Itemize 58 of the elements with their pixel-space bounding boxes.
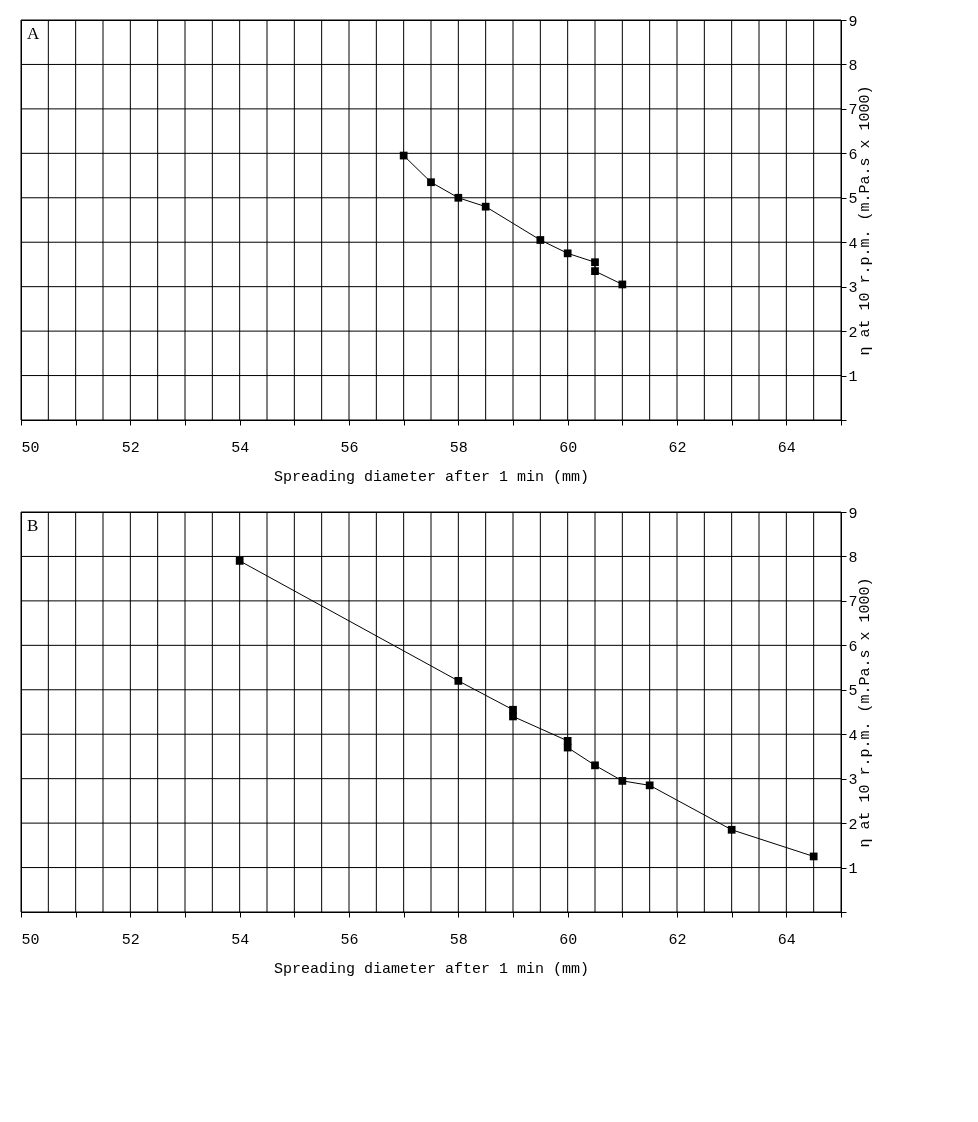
y-tick-label: 5 <box>848 191 858 209</box>
point <box>481 202 490 211</box>
y-tick-label: 7 <box>848 594 858 612</box>
x-tick-label: 58 <box>449 931 468 949</box>
x-tick-label: 56 <box>340 931 359 949</box>
x-tick-label: 60 <box>559 439 578 457</box>
point <box>509 712 517 721</box>
x-tick-label: 62 <box>668 931 687 949</box>
point <box>454 193 463 202</box>
y-tick-label: 8 <box>848 549 858 567</box>
point <box>591 761 599 770</box>
y-tick-label: 9 <box>848 13 858 31</box>
point <box>618 280 627 289</box>
point <box>727 825 736 834</box>
y-tick-label: 3 <box>848 772 858 790</box>
x-axis-title: Spreading diameter after 1 min (mm) <box>273 468 590 486</box>
y-axis-title: η at 10 r.p.m. (m.Pa.s x 1000) <box>856 577 874 848</box>
y-tick-label: 1 <box>848 861 858 879</box>
y-tick-label: 1 <box>848 369 858 387</box>
point <box>563 743 572 752</box>
point <box>618 777 627 785</box>
point <box>427 178 435 187</box>
y-tick-label: 4 <box>848 235 858 253</box>
annotation: A <box>27 24 40 43</box>
point <box>591 267 599 275</box>
x-tick-label: 54 <box>231 931 250 949</box>
y-tick-label: 3 <box>848 280 858 298</box>
x-tick-label: 58 <box>449 439 468 457</box>
x-tick-label: 54 <box>231 439 250 457</box>
point <box>809 852 818 861</box>
x-tick-label: 56 <box>340 439 359 457</box>
y-tick-label: 6 <box>848 638 858 656</box>
x-tick-label: 64 <box>777 439 796 457</box>
point <box>235 557 244 565</box>
x-tick-label: 64 <box>777 931 796 949</box>
x-tick-label: 52 <box>121 931 140 949</box>
point <box>399 151 408 160</box>
point <box>645 781 654 790</box>
y-tick-label: 2 <box>848 324 858 342</box>
y-tick-label: 5 <box>848 683 858 701</box>
point <box>591 258 599 267</box>
x-tick-label: 60 <box>559 931 578 949</box>
x-tick-label: 52 <box>121 439 140 457</box>
point <box>536 236 545 244</box>
x-tick-label: 62 <box>668 439 687 457</box>
x-axis-title: Spreading diameter after 1 min (mm) <box>273 960 590 978</box>
y-axis-title: η at 10 r.p.m. (m.Pa.s x 1000) <box>856 85 874 356</box>
point <box>454 677 463 685</box>
y-tick-label: 4 <box>848 727 858 745</box>
x-tick-label: 50 <box>21 439 40 457</box>
x-tick-label: 50 <box>21 931 40 949</box>
y-tick-label: 2 <box>848 816 858 834</box>
point <box>563 249 572 258</box>
annotation: B <box>27 516 39 535</box>
y-tick-label: 6 <box>848 146 858 164</box>
y-tick-label: 7 <box>848 102 858 120</box>
y-tick-label: 9 <box>848 505 858 523</box>
y-tick-label: 8 <box>848 57 858 75</box>
